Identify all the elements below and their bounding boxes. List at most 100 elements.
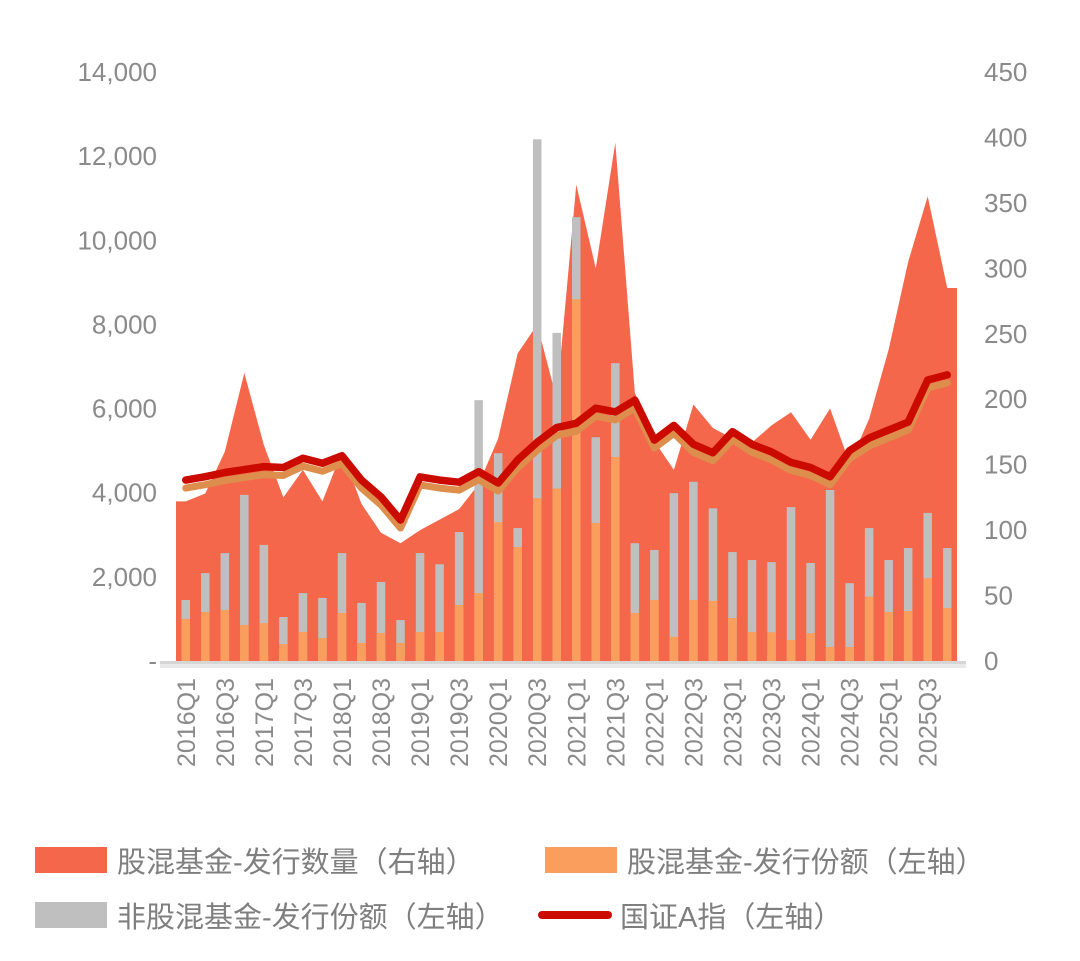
orange-bar [415, 631, 425, 661]
right-axis-tick: 250 [984, 319, 1027, 349]
legend-label-issue-share: 股混基金-发行份额（左轴） [627, 846, 985, 879]
orange-bar [747, 631, 757, 661]
orange-bar [884, 611, 893, 661]
right-axis-tick: 350 [984, 188, 1027, 218]
orange-bar [669, 636, 679, 661]
x-axis-tick: 2016Q3 [212, 678, 240, 767]
x-axis-labels: 2016Q1 2016Q3 2017Q1 2017Q3 2018Q1 2018Q3 2019… [173, 678, 943, 767]
orange-bar [689, 599, 698, 661]
gray-bar [532, 139, 542, 662]
x-axis-tick: 2020Q1 [485, 678, 513, 767]
x-axis-tick: 2019Q3 [446, 678, 474, 767]
orange-bar [611, 456, 620, 661]
orange-bar [923, 578, 932, 661]
gray-bar [376, 581, 386, 661]
legend-item-issue-count: 股混基金-发行数量（右轴） [35, 832, 475, 887]
orange-bar [728, 618, 737, 661]
gray-bar [689, 481, 698, 661]
x-axis-tick: 2016Q1 [173, 678, 201, 767]
orange-bar [786, 639, 796, 661]
gray-bar [708, 508, 718, 661]
legend-item-index: 国证A指（左轴） [538, 887, 842, 942]
gray-bar [435, 564, 444, 661]
left-axis-tick: - [148, 646, 157, 676]
orange-bar [220, 610, 230, 661]
gray-bar [903, 548, 913, 661]
orange-bar [806, 633, 815, 661]
gray-bar [220, 553, 230, 661]
orange-bar [942, 607, 952, 661]
gray-bar [474, 400, 483, 661]
left-axis-tick: 12,000 [77, 141, 157, 171]
gray-bar [728, 552, 737, 661]
right-axis-tick: 450 [984, 57, 1027, 87]
orange-bar-series-swatch [545, 846, 617, 873]
gray-bar [396, 619, 405, 661]
orange-bar [318, 638, 327, 661]
gray-bar [454, 532, 464, 661]
x-axis-tick: 2018Q3 [368, 678, 396, 767]
area-series-issue-count [176, 142, 957, 661]
orange-bar [552, 488, 561, 661]
x-axis-tick: 2024Q1 [798, 678, 826, 767]
gray-bar [942, 548, 952, 661]
x-axis-tick: 2022Q1 [641, 678, 669, 767]
orange-bar [357, 642, 366, 661]
gray-bar [415, 553, 425, 661]
x-axis-tick: 2018Q1 [329, 678, 357, 767]
gray-bar [337, 553, 347, 661]
gray-bar [259, 544, 269, 661]
orange-bar [650, 599, 659, 661]
orange-bar [279, 644, 288, 661]
orange-bar [572, 299, 581, 661]
gray-bar [786, 507, 796, 661]
legend-item-nonequity-share: 非股混基金-发行份额（左轴） [35, 887, 504, 942]
gray-bar [240, 494, 249, 661]
right-axis-tick: 400 [984, 122, 1027, 152]
gray-bar [298, 593, 308, 661]
x-axis-tick: 2025Q1 [876, 678, 904, 767]
orange-bar-series [181, 299, 952, 661]
orange-bar [591, 523, 601, 661]
left-axis-tick: 8,000 [92, 309, 157, 339]
index-line-underlay [182, 379, 951, 532]
gray-bar [279, 617, 288, 661]
left-axis-labels: 14,000 12,000 10,000 8,000 6,000 4,000 2,000 - [77, 57, 157, 676]
orange-bar [259, 623, 269, 661]
right-axis-labels: 450 400 350 300 250 200 150 100 50 0 [984, 57, 1027, 676]
orange-bar [845, 646, 854, 661]
orange-bar [903, 610, 913, 661]
x-axis-tick: 2023Q3 [759, 678, 787, 767]
gray-bar [884, 560, 893, 661]
x-axis-tick: 2024Q3 [837, 678, 865, 767]
orange-bar [767, 632, 776, 661]
legend-label-index: 国证A指（左轴） [620, 901, 843, 934]
orange-bar [454, 605, 464, 661]
orange-bar [376, 633, 386, 661]
gray-bar [357, 602, 366, 661]
orange-bar [240, 625, 249, 661]
right-axis-tick: 100 [984, 515, 1027, 545]
gray-bar [630, 543, 640, 661]
orange-bar [825, 646, 835, 661]
gray-bar [806, 562, 815, 661]
x-axis-tick: 2019Q1 [407, 678, 435, 767]
x-axis-tick: 2020Q3 [524, 678, 552, 767]
gray-bar [669, 493, 679, 661]
left-axis-tick: 14,000 [77, 57, 157, 87]
index-line-swatch [538, 910, 612, 919]
orange-bar [474, 593, 483, 661]
orange-bar [630, 613, 640, 661]
gray-bar [845, 583, 854, 661]
x-axis-tick: 2021Q1 [563, 678, 591, 767]
orange-bar [493, 522, 503, 661]
right-axis-tick: 150 [984, 450, 1027, 480]
right-axis-tick: 50 [984, 581, 1013, 611]
gray-bar [767, 562, 776, 661]
gray-bar [825, 489, 835, 661]
orange-bar [201, 611, 210, 661]
orange-bar [532, 498, 542, 661]
left-axis-tick: 10,000 [77, 225, 157, 255]
